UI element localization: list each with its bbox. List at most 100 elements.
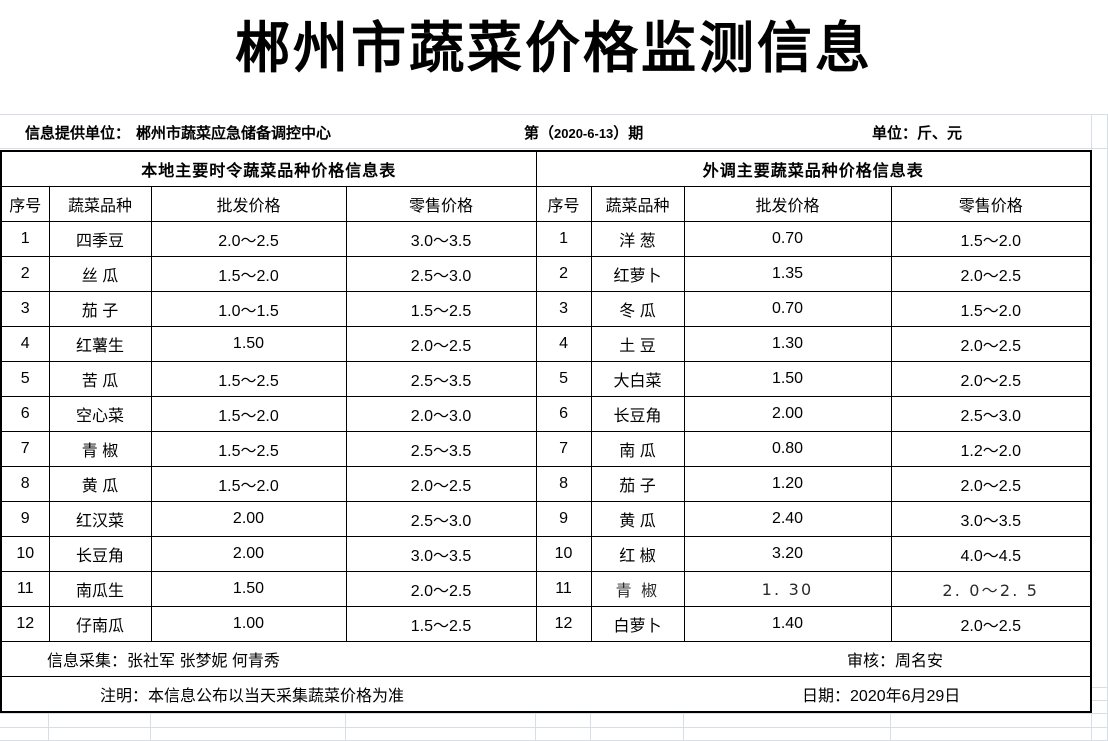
cell-local-retail: 2.5～3.5 [345, 431, 537, 467]
cell-local-index: 6 [0, 396, 50, 432]
cell-imported-wholesale: 1.40 [683, 606, 892, 642]
date-value: 2020年6月29日 [850, 688, 961, 705]
cell-imported-variety: 白萝卜 [590, 606, 685, 642]
cell-local-variety: 茄 子 [48, 291, 152, 327]
table-row: 12 仔南瓜 1.00 1.5～2.5 12 白萝卜 1.40 2.0～2.5 [0, 606, 1093, 642]
table-row: 10 长豆角 2.00 3.0～3.5 10 红 椒 3.20 4.0～4.5 [0, 536, 1093, 572]
cell-imported-variety: 长豆角 [590, 396, 685, 432]
cell-imported-index: 7 [535, 431, 592, 467]
collectors-cell: 信息采集：张社军 张梦妮 何青秀 审核：周名安 [0, 641, 1093, 677]
cell-local-retail: 1.5～2.5 [345, 606, 537, 642]
cell-local-variety: 丝 瓜 [48, 256, 152, 292]
section-title-imported: 外调主要蔬菜品种价格信息表 [535, 150, 1093, 187]
cell-imported-wholesale: 1.20 [683, 466, 892, 502]
cell-local-retail: 2.0～3.0 [345, 396, 537, 432]
unit-label: 单位：斤、元 [872, 125, 963, 142]
cell-imported-index: 2 [535, 256, 592, 292]
cell-imported-wholesale: 1. 30 [683, 571, 892, 607]
cell-local-wholesale: 2.0～2.5 [150, 221, 347, 257]
note-label: 注明： [100, 688, 149, 705]
cell-local-index: 4 [0, 326, 50, 362]
collectors-text: 信息采集：张社军 张梦妮 何青秀 [47, 647, 280, 671]
cell-imported-index: 9 [535, 501, 592, 537]
cell-imported-variety: 土 豆 [590, 326, 685, 362]
cell-imported-variety: 红 椒 [590, 536, 685, 572]
cell-local-wholesale: 1.5～2.0 [150, 256, 347, 292]
cell-imported-variety: 南 瓜 [590, 431, 685, 467]
table-row: 1 四季豆 2.0～2.5 3.0～3.5 1 洋 葱 0.70 1.5～2.0 [0, 221, 1093, 257]
cell-imported-wholesale: 0.70 [683, 221, 892, 257]
collectors-row: 信息采集：张社军 张梦妮 何青秀 审核：周名安 [0, 641, 1093, 677]
cell-imported-variety: 冬 瓜 [590, 291, 685, 327]
reviewer-value: 周名安 [895, 653, 944, 670]
cell-imported-variety: 茄 子 [590, 466, 685, 502]
provider-label: 信息提供单位： [25, 125, 131, 142]
cell-local-wholesale: 1.5～2.5 [150, 361, 347, 397]
cell-local-index: 2 [0, 256, 50, 292]
reviewer-text: 审核：周名安 [847, 647, 943, 671]
cell-imported-index: 3 [535, 291, 592, 327]
cell-imported-retail: 1.2～2.0 [890, 431, 1093, 467]
cell-imported-index: 1 [535, 221, 592, 257]
reviewer-label: 审核： [847, 653, 896, 670]
note-value: 本信息公布以当天采集蔬菜价格为准 [148, 688, 405, 705]
collectors-value: 张社军 张梦妮 何青秀 [127, 653, 280, 670]
table-row: 9 红汉菜 2.00 2.5～3.0 9 黄 瓜 2.40 3.0～3.5 [0, 501, 1093, 537]
cell-imported-wholesale: 1.35 [683, 256, 892, 292]
cell-local-index: 5 [0, 361, 50, 397]
cell-imported-index: 8 [535, 466, 592, 502]
issue-number: 2020-6-13 [554, 126, 614, 141]
cell-imported-wholesale: 0.80 [683, 431, 892, 467]
cell-imported-retail: 2.0～2.5 [890, 256, 1093, 292]
cell-imported-retail: 3.0～3.5 [890, 501, 1093, 537]
cell-imported-index: 6 [535, 396, 592, 432]
cell-local-retail: 2.0～2.5 [345, 571, 537, 607]
col-head-imported-variety: 蔬菜品种 [590, 186, 685, 222]
cell-imported-index: 10 [535, 536, 592, 572]
table-row: 4 红薯生 1.50 2.0～2.5 4 土 豆 1.30 2.0～2.5 [0, 326, 1093, 362]
cell-local-wholesale: 1.50 [150, 326, 347, 362]
cell-imported-wholesale: 2.00 [683, 396, 892, 432]
collectors-label: 信息采集： [47, 653, 128, 670]
cell-local-retail: 2.5～3.0 [345, 256, 537, 292]
cell-local-variety: 空心菜 [48, 396, 152, 432]
cell-local-variety: 红薯生 [48, 326, 152, 362]
cell-imported-wholesale: 2.40 [683, 501, 892, 537]
cell-imported-retail: 2. 0～2. 5 [890, 571, 1093, 607]
cell-local-variety: 四季豆 [48, 221, 152, 257]
cell-imported-retail: 1.5～2.0 [890, 291, 1093, 327]
column-header-row: 序号 蔬菜品种 批发价格 零售价格 序号 蔬菜品种 批发价格 零售价格 [0, 186, 1093, 222]
cell-local-variety: 黄 瓜 [48, 466, 152, 502]
cell-local-wholesale: 1.0～1.5 [150, 291, 347, 327]
cell-local-variety: 苦 瓜 [48, 361, 152, 397]
cell-imported-retail: 1.5～2.0 [890, 221, 1093, 257]
cell-imported-variety: 红萝卜 [590, 256, 685, 292]
cell-local-wholesale: 1.5～2.0 [150, 396, 347, 432]
cell-imported-wholesale: 0.70 [683, 291, 892, 327]
cell-local-index: 7 [0, 431, 50, 467]
cell-local-wholesale: 1.5～2.5 [150, 431, 347, 467]
cell-local-variety: 青 椒 [48, 431, 152, 467]
cell-local-index: 8 [0, 466, 50, 502]
cell-imported-wholesale: 1.50 [683, 361, 892, 397]
cell-imported-wholesale: 1.30 [683, 326, 892, 362]
cell-local-retail: 2.5～3.5 [345, 361, 537, 397]
cell-local-variety: 红汉菜 [48, 501, 152, 537]
col-head-imported-wholesale: 批发价格 [683, 186, 892, 222]
cell-imported-retail: 2.0～2.5 [890, 606, 1093, 642]
cell-imported-index: 12 [535, 606, 592, 642]
date-text: 日期：2020年6月29日 [802, 682, 960, 706]
col-head-local-wholesale: 批发价格 [150, 186, 347, 222]
cell-imported-index: 11 [535, 571, 592, 607]
cell-local-variety: 仔南瓜 [48, 606, 152, 642]
vegetable-price-table: 本地主要时令蔬菜品种价格信息表 外调主要蔬菜品种价格信息表 序号 蔬菜品种 批发… [0, 150, 1093, 713]
cell-local-wholesale: 1.50 [150, 571, 347, 607]
issue-suffix: ）期 [613, 125, 644, 142]
cell-local-index: 12 [0, 606, 50, 642]
cell-local-wholesale: 1.5～2.0 [150, 466, 347, 502]
cell-imported-variety: 青 椒 [590, 571, 685, 607]
meta-bar: 信息提供单位： 郴州市蔬菜应急储备调控中心 第（2020-6-13）期 单位：斤、… [0, 119, 1090, 149]
